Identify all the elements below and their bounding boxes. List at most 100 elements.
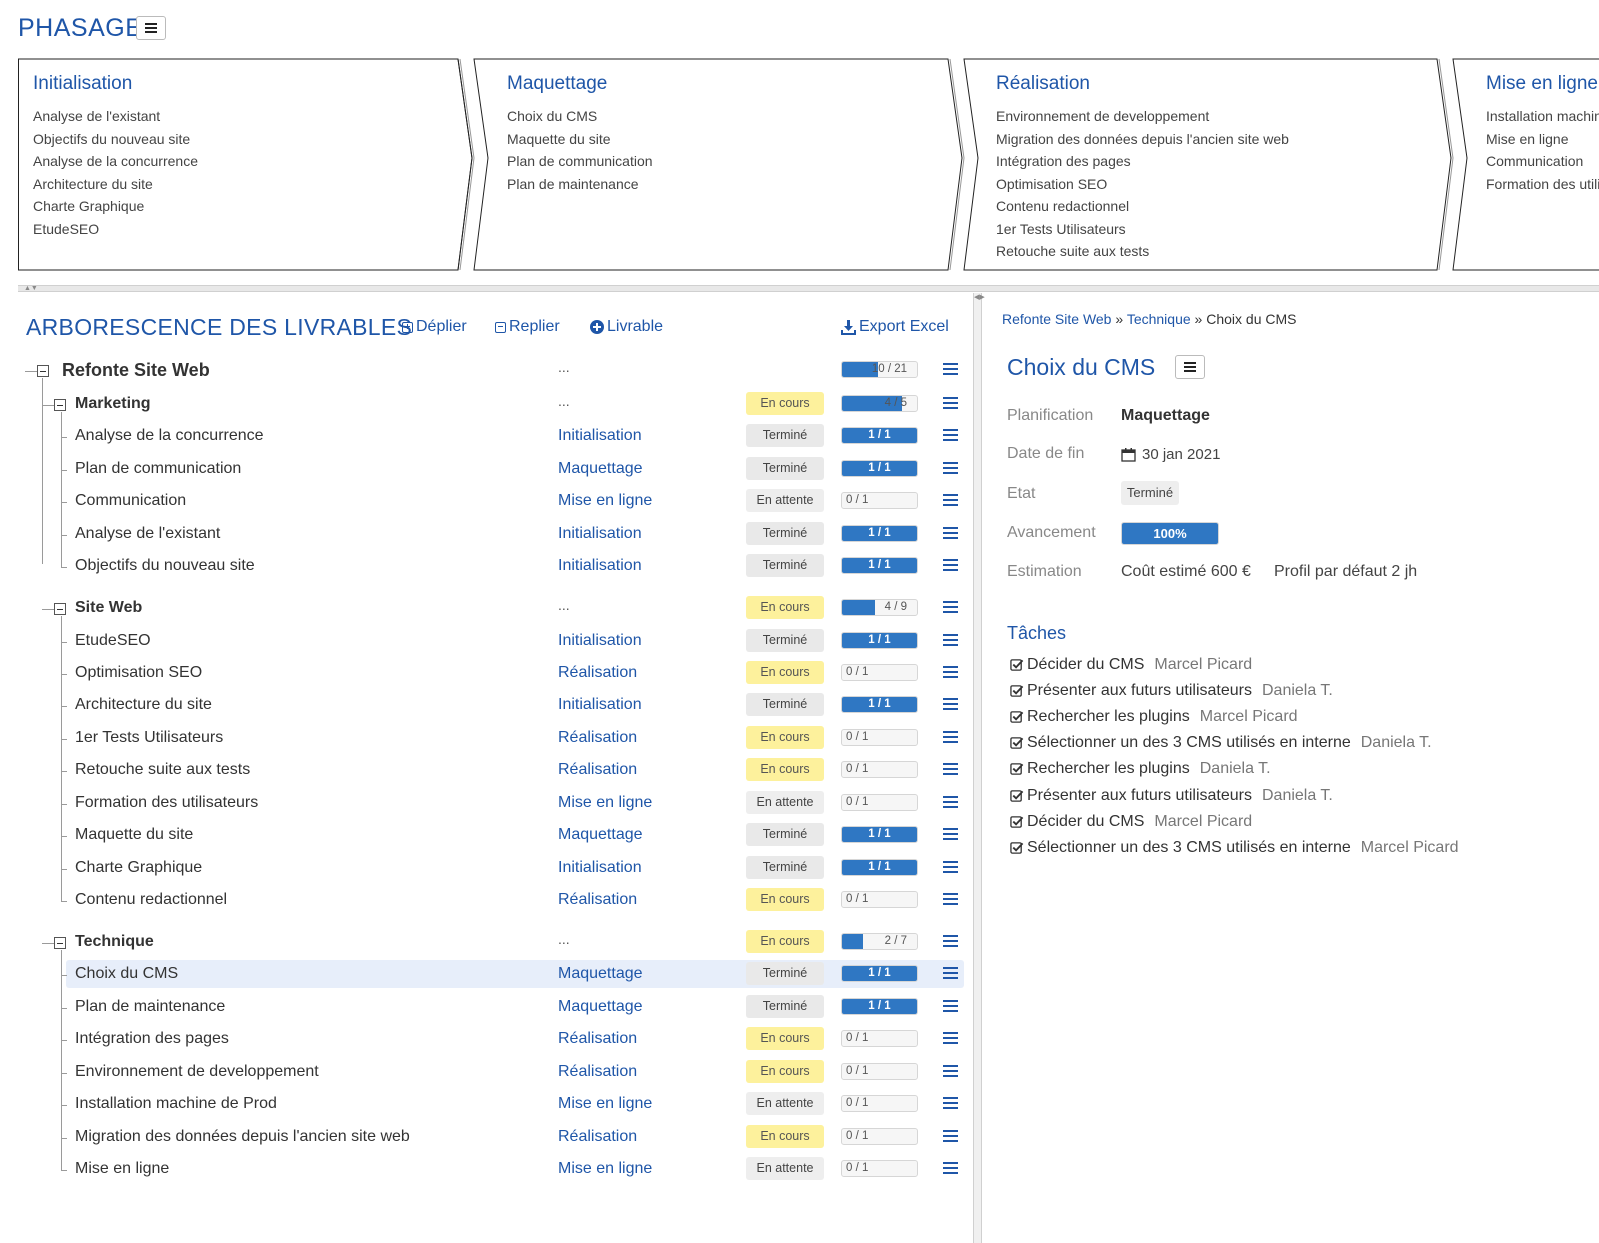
- checkbox-checked-icon[interactable]: [1010, 762, 1024, 776]
- phase-item[interactable]: Optimisation SEO: [996, 175, 1108, 192]
- phase-link[interactable]: Maquettage: [558, 998, 643, 1015]
- status-badge[interactable]: Terminé: [746, 962, 824, 985]
- checkbox-checked-icon[interactable]: [1010, 789, 1024, 803]
- phase-item[interactable]: Plan de maintenance: [507, 175, 639, 192]
- deliverable-label[interactable]: Analyse de l'existant: [75, 525, 221, 542]
- checkbox-checked-icon[interactable]: [1010, 710, 1024, 724]
- deliverable-label[interactable]: 1er Tests Utilisateurs: [75, 729, 224, 746]
- phase-item[interactable]: Analyse de la concurrence: [33, 153, 198, 169]
- status-badge[interactable]: Terminé: [746, 856, 824, 879]
- row-menu-icon[interactable]: [943, 967, 958, 981]
- status-badge[interactable]: En attente: [746, 1157, 824, 1180]
- tree-group-row[interactable]: Technique... En cours 2 / 7: [0, 928, 972, 958]
- status-badge[interactable]: En cours: [746, 661, 824, 684]
- collapse-arrows-icon[interactable]: ▲▼: [24, 285, 38, 292]
- phase-link[interactable]: Maquettage: [558, 826, 643, 843]
- status-badge[interactable]: Terminé: [746, 693, 824, 716]
- phase-link[interactable]: Réalisation: [558, 1030, 638, 1047]
- phase-item[interactable]: Intégration des pages: [996, 153, 1131, 169]
- deliverable-label[interactable]: Intégration des pages: [75, 1030, 229, 1047]
- phase-item[interactable]: Formation des utilisateurs: [1486, 175, 1599, 192]
- phase-item[interactable]: Communication: [1486, 153, 1584, 169]
- phase-link[interactable]: Initialisation: [558, 427, 642, 444]
- breadcrumb-root[interactable]: Refonte Site Web: [1002, 311, 1112, 327]
- phase-item[interactable]: Environnement de developpement: [996, 108, 1210, 124]
- phase-item[interactable]: Contenu redactionnel: [996, 198, 1130, 214]
- phase-item[interactable]: Migration des données depuis l'ancien si…: [996, 130, 1289, 147]
- task-item[interactable]: Sélectionner un des 3 CMS utilisés en in…: [1010, 734, 1432, 752]
- status-badge[interactable]: En attente: [746, 489, 824, 512]
- phase-item[interactable]: Plan de communication: [507, 153, 653, 169]
- tree-row[interactable]: Retouche suite aux tests Réalisation En co…: [0, 756, 972, 786]
- horizontal-splitter[interactable]: ▲▼: [18, 285, 1599, 292]
- status-badge[interactable]: Terminé: [746, 629, 824, 652]
- status-badge[interactable]: En attente: [746, 1092, 824, 1115]
- phase-item[interactable]: Retouche suite aux tests: [996, 243, 1150, 259]
- row-menu-icon[interactable]: [943, 601, 958, 615]
- deliverable-label[interactable]: Environnement de developpement: [75, 1063, 319, 1080]
- phase-link[interactable]: Réalisation: [558, 891, 638, 908]
- status-badge[interactable]: Terminé: [746, 995, 824, 1018]
- status-badge[interactable]: Terminé: [746, 522, 824, 545]
- deliverable-label[interactable]: Installation machine de Prod: [75, 1095, 277, 1112]
- deliverable-label[interactable]: Site Web: [75, 599, 143, 616]
- vertical-splitter[interactable]: ◀▶: [973, 293, 985, 1243]
- tree-row[interactable]: Migration des données depuis l'ancien si…: [0, 1123, 972, 1153]
- phase-link[interactable]: Mise en ligne: [558, 794, 653, 811]
- deliverable-label[interactable]: Communication: [75, 492, 187, 509]
- task-item[interactable]: Présenter aux futurs utilisateurs Daniela…: [1010, 682, 1333, 700]
- row-menu-icon[interactable]: [943, 1130, 958, 1144]
- status-badge[interactable]: En cours: [746, 1125, 824, 1148]
- deliverable-label[interactable]: Maquette du site: [75, 826, 194, 843]
- etat-badge[interactable]: Terminé: [1121, 481, 1179, 505]
- tree-row[interactable]: Choix du CMS Maquettage Terminé 1 / 1: [0, 960, 972, 990]
- status-badge[interactable]: Terminé: [746, 457, 824, 480]
- phase-name[interactable]: Initialisation: [33, 73, 133, 94]
- status-badge[interactable]: En cours: [746, 1027, 824, 1050]
- status-badge[interactable]: En cours: [746, 726, 824, 749]
- tree-row[interactable]: Analyse de l'existant Initialisation Termi…: [0, 520, 972, 550]
- row-menu-icon[interactable]: [943, 698, 958, 712]
- status-badge[interactable]: En attente: [746, 791, 824, 814]
- date-value[interactable]: 30 jan 2021: [1121, 446, 1220, 463]
- deliverable-label[interactable]: Plan de communication: [75, 460, 242, 477]
- deliverable-label[interactable]: Mise en ligne: [75, 1160, 170, 1177]
- tree-row[interactable]: Formation des utilisateurs Mise en ligne E…: [0, 789, 972, 819]
- deliverable-label[interactable]: Retouche suite aux tests: [75, 761, 251, 778]
- row-menu-icon[interactable]: [943, 1032, 958, 1046]
- phase-name[interactable]: Maquettage: [507, 73, 608, 94]
- status-badge[interactable]: En cours: [746, 758, 824, 781]
- deliverable-label[interactable]: Charte Graphique: [75, 859, 203, 876]
- phase-link[interactable]: Réalisation: [558, 1063, 638, 1080]
- row-menu-icon[interactable]: [943, 494, 958, 508]
- checkbox-checked-icon[interactable]: [1010, 736, 1024, 750]
- phase-link[interactable]: Initialisation: [558, 696, 642, 713]
- task-item[interactable]: Décider du CMS Marcel Picard: [1010, 656, 1252, 674]
- tree-row[interactable]: Charte Graphique Initialisation Terminé 1 /…: [0, 854, 972, 884]
- row-menu-icon[interactable]: [943, 893, 958, 907]
- collapse-toggle-icon[interactable]: [54, 399, 66, 411]
- tree-row[interactable]: Communication Mise en ligne En attente 0 / …: [0, 487, 972, 517]
- row-menu-icon[interactable]: [943, 634, 958, 648]
- phase-link[interactable]: Réalisation: [558, 761, 638, 778]
- task-item[interactable]: Rechercher les plugins Daniela T.: [1010, 760, 1271, 778]
- collapse-toggle-icon[interactable]: [37, 365, 49, 377]
- phase-link[interactable]: Initialisation: [558, 525, 642, 542]
- tree-row[interactable]: Environnement de developpement Réalisatio…: [0, 1058, 972, 1088]
- row-menu-icon[interactable]: [943, 1162, 958, 1176]
- detail-menu-button[interactable]: [1175, 355, 1205, 379]
- row-menu-icon[interactable]: [943, 397, 958, 411]
- deliverable-label[interactable]: Refonte Site Web: [62, 360, 210, 380]
- export-excel-button[interactable]: Export Excel: [841, 318, 949, 336]
- checkbox-checked-icon[interactable]: [1010, 684, 1024, 698]
- task-item[interactable]: Présenter aux futurs utilisateurs Daniela…: [1010, 787, 1333, 805]
- phase-name[interactable]: Mise en ligne: [1486, 73, 1598, 94]
- phase-item[interactable]: Charte Graphique: [33, 198, 145, 214]
- status-badge[interactable]: En cours: [746, 1060, 824, 1083]
- checkbox-checked-icon[interactable]: [1010, 841, 1024, 855]
- task-item[interactable]: Décider du CMS Marcel Picard: [1010, 813, 1252, 831]
- tree-row[interactable]: EtudeSEO Initialisation Terminé 1 / 1: [0, 627, 972, 657]
- phase-link[interactable]: Réalisation: [558, 1128, 638, 1145]
- collapse-arrows-icon[interactable]: ◀▶: [974, 294, 985, 301]
- tree-row[interactable]: Analyse de la concurrence Initialisation T…: [0, 422, 972, 452]
